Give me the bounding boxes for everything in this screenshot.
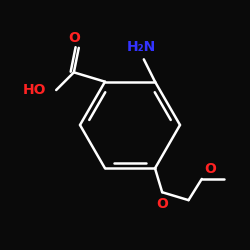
Text: H₂N: H₂N: [127, 40, 156, 54]
Text: HO: HO: [23, 83, 46, 97]
Text: O: O: [68, 31, 80, 45]
Text: O: O: [204, 162, 216, 176]
Text: O: O: [156, 197, 168, 211]
